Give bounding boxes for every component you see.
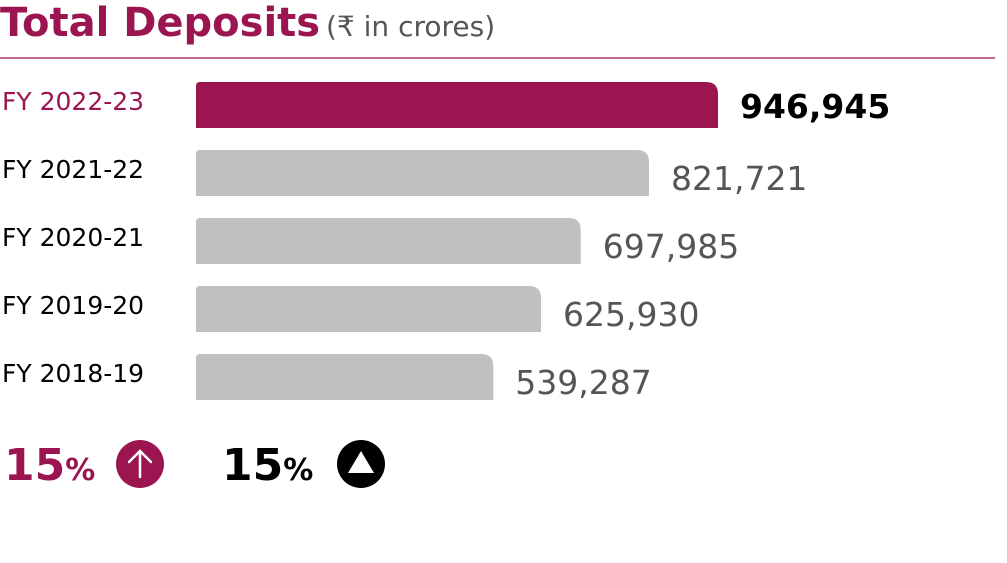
value-label: 697,985 xyxy=(603,227,739,266)
value-label: 821,721 xyxy=(671,159,807,198)
category-label: FY 2021-22 xyxy=(2,155,144,184)
bar xyxy=(196,354,494,400)
stat-unit: % xyxy=(65,453,95,488)
chart-subtitle: (₹ in crores) xyxy=(326,10,495,43)
stat: 15% xyxy=(4,440,95,491)
stat-value: 15 xyxy=(4,440,65,491)
category-label: FY 2018-19 xyxy=(2,359,144,388)
bar xyxy=(196,82,718,128)
category-label: FY 2022-23 xyxy=(2,87,144,116)
icon-up-triangle xyxy=(337,440,385,488)
category-label: FY 2020-21 xyxy=(2,223,144,252)
chart-title: Total Deposits xyxy=(0,0,320,46)
value-label: 625,930 xyxy=(563,295,699,334)
stat: 15% xyxy=(222,440,313,491)
bar xyxy=(196,150,649,196)
value-label: 539,287 xyxy=(515,363,651,402)
value-label: 946,945 xyxy=(740,87,890,126)
stat-unit: % xyxy=(283,453,313,488)
bar xyxy=(196,218,581,264)
icon-up-arrow xyxy=(116,440,164,488)
stat-value: 15 xyxy=(222,440,283,491)
category-label: FY 2019-20 xyxy=(2,291,144,320)
bar xyxy=(196,286,542,332)
